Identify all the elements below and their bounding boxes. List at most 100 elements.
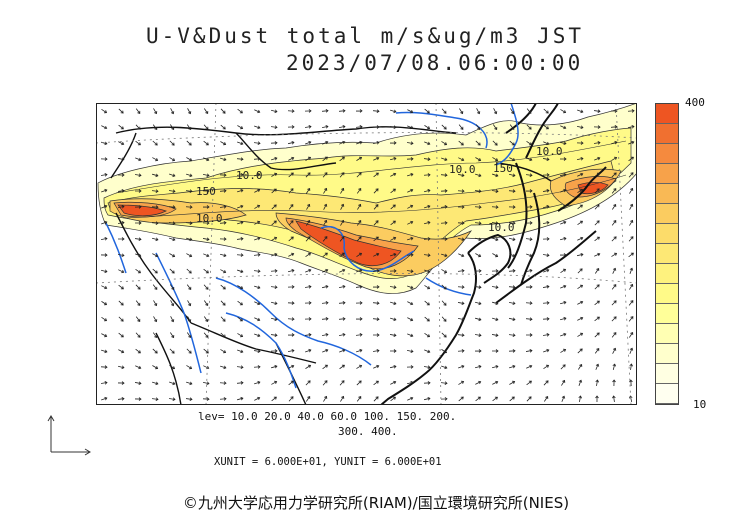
wind-vector xyxy=(236,157,244,161)
wind-vector xyxy=(629,283,634,290)
wind-vector xyxy=(458,124,464,130)
wind-vector xyxy=(476,108,481,115)
wind-vector xyxy=(186,237,193,242)
wind-vector xyxy=(187,300,192,307)
wind-vector xyxy=(237,349,244,354)
wind-vector xyxy=(151,397,159,401)
wind-vector xyxy=(508,189,516,193)
wind-vector xyxy=(560,204,567,209)
wind-vector xyxy=(220,141,227,146)
wind-vector xyxy=(304,301,312,305)
wind-vector xyxy=(304,333,312,337)
wind-vector xyxy=(406,349,414,354)
wind-vector xyxy=(340,395,345,402)
wind-vector xyxy=(101,333,108,338)
wind-vector xyxy=(543,380,549,386)
wind-vector xyxy=(594,236,600,242)
wind-vector xyxy=(560,268,567,273)
wind-vector xyxy=(185,221,193,225)
wind-vector xyxy=(372,317,380,321)
wind-vector xyxy=(560,332,567,337)
wind-vector xyxy=(202,189,210,193)
wind-vector xyxy=(253,349,261,353)
wind-vector xyxy=(338,284,346,289)
wind-vector xyxy=(254,220,261,225)
wind-vector xyxy=(424,285,431,290)
wind-vector xyxy=(288,364,295,369)
wind-vector xyxy=(288,396,294,402)
wind-vector xyxy=(440,189,448,193)
wind-vector xyxy=(543,124,549,130)
wind-vector xyxy=(237,316,243,322)
wind-vector xyxy=(287,301,295,305)
wind-vector xyxy=(270,333,278,337)
wind-vector xyxy=(203,300,209,307)
wind-vector xyxy=(135,140,141,146)
wind-vector xyxy=(594,316,600,322)
wind-vector xyxy=(339,140,346,145)
wind-vector xyxy=(101,220,108,225)
wind-vector xyxy=(322,380,328,386)
wind-vector xyxy=(237,396,244,401)
wind-vector xyxy=(220,269,227,274)
wind-vector xyxy=(628,395,633,403)
wind-vector xyxy=(593,141,601,145)
wind-vector xyxy=(457,349,465,353)
wind-vector xyxy=(491,269,499,273)
wind-vector xyxy=(441,157,448,162)
wind-vector xyxy=(577,109,584,114)
wind-vector xyxy=(629,219,634,226)
wind-vector xyxy=(271,220,277,226)
wind-vector xyxy=(457,237,465,242)
wind-vector xyxy=(372,109,380,113)
wind-vector xyxy=(372,268,380,273)
wind-vector xyxy=(118,316,124,322)
wind-vector xyxy=(389,333,397,338)
wind-vector xyxy=(101,188,108,193)
wind-vector xyxy=(457,221,465,225)
wind-vector xyxy=(356,156,363,161)
wind-vector xyxy=(304,125,312,129)
wind-vector xyxy=(373,396,379,402)
wind-vector xyxy=(151,189,159,193)
wind-vector xyxy=(372,285,380,289)
wind-vector xyxy=(542,253,550,258)
wind-vector xyxy=(475,317,482,322)
wind-vector xyxy=(219,221,227,225)
wind-vector xyxy=(577,284,584,290)
wind-vector xyxy=(373,204,379,210)
wind-vector xyxy=(457,205,465,209)
wind-vector xyxy=(492,237,499,242)
wind-vector xyxy=(611,284,617,290)
wind-vector xyxy=(372,140,380,145)
wind-vector xyxy=(186,332,192,339)
wind-vector xyxy=(100,381,108,385)
wind-vector xyxy=(389,125,397,130)
graticule xyxy=(96,103,637,405)
wind-vector xyxy=(458,396,464,402)
wind-vector xyxy=(560,348,567,353)
wind-vector xyxy=(168,397,176,402)
wind-vector xyxy=(152,284,158,290)
wind-vector xyxy=(254,204,261,209)
wind-vector xyxy=(595,395,599,403)
wind-vector xyxy=(100,172,108,177)
wind-vector xyxy=(423,237,431,241)
wind-vector xyxy=(271,172,278,177)
wind-vector xyxy=(169,365,176,370)
wind-vector xyxy=(424,141,431,146)
wind-vector xyxy=(560,300,567,305)
wind-vector xyxy=(169,381,176,386)
wind-vector xyxy=(525,317,533,321)
wind-vector xyxy=(542,157,550,162)
wind-vector xyxy=(390,204,396,210)
wind-vector xyxy=(101,301,108,306)
colorbar-segment xyxy=(656,104,678,124)
wind-vector xyxy=(441,141,448,146)
wind-vector xyxy=(577,188,584,194)
wind-vector xyxy=(305,380,311,386)
wind-vector xyxy=(152,381,159,386)
wind-vector xyxy=(338,109,346,113)
wind-vector xyxy=(542,333,550,337)
wind-vector xyxy=(101,349,108,354)
